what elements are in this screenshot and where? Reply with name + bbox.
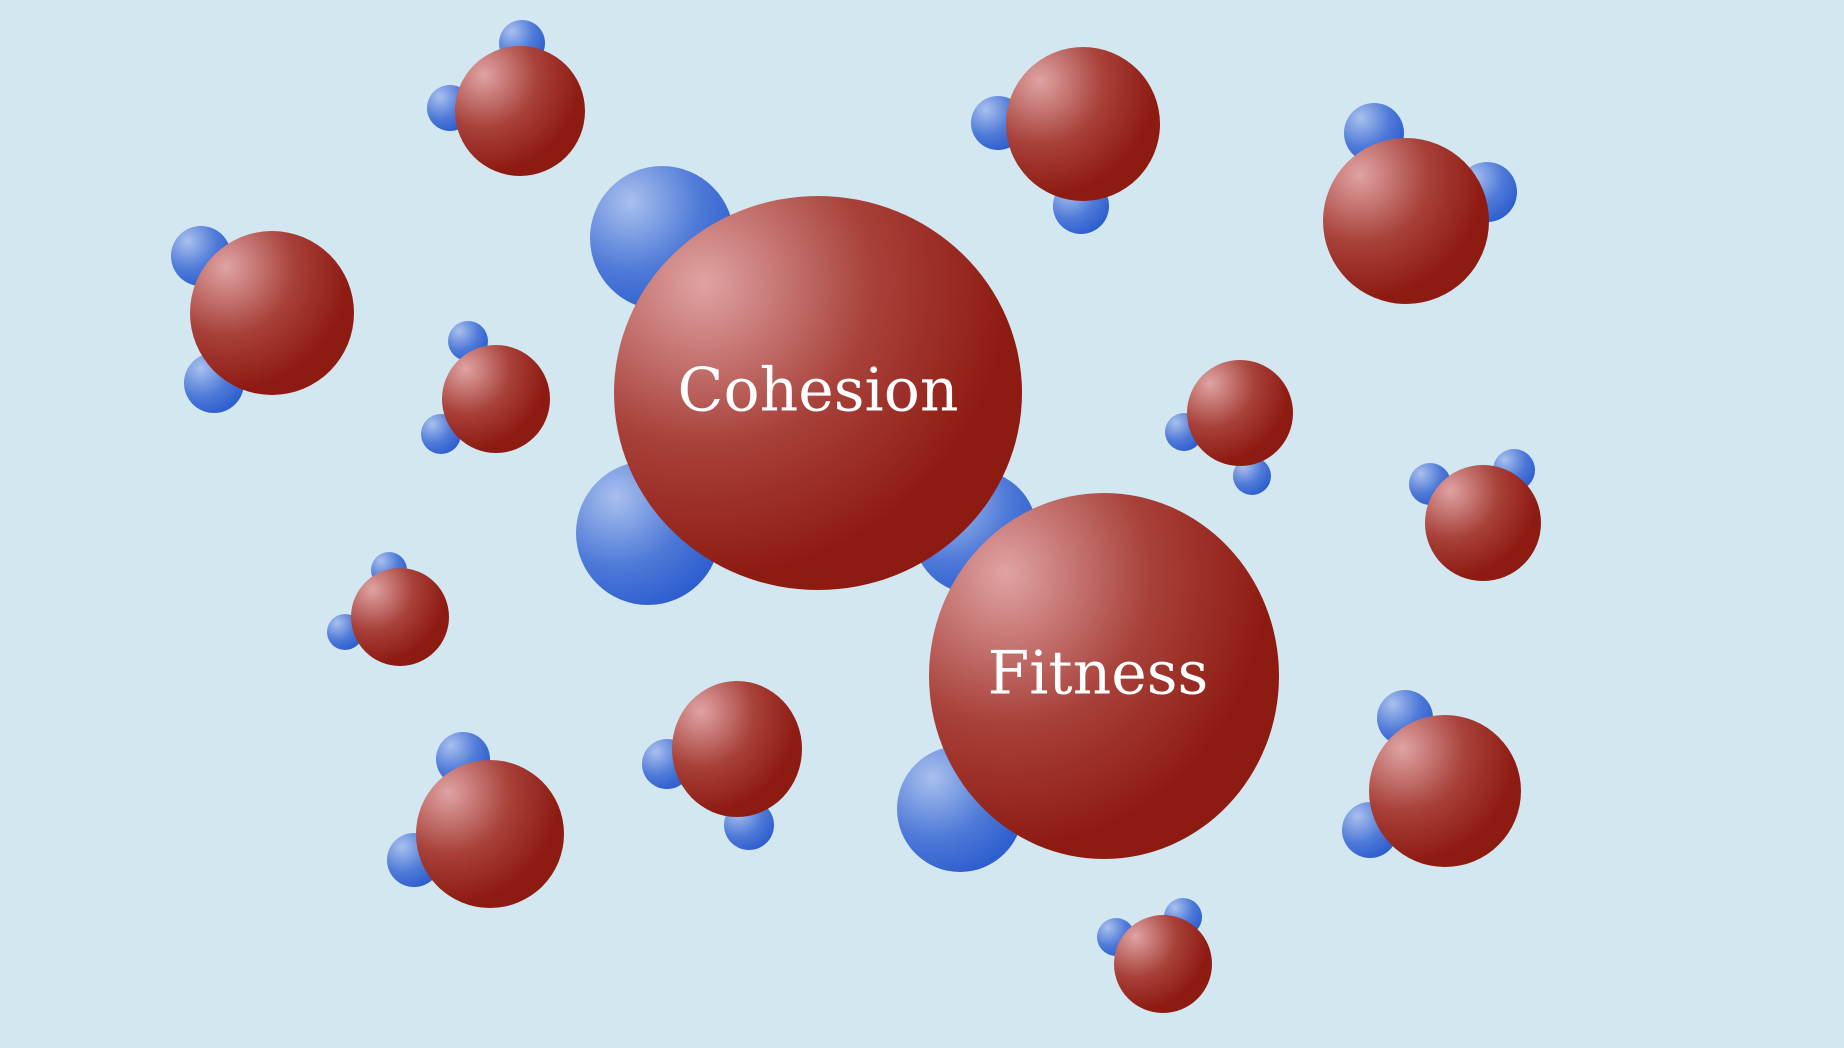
fitness-molecule: Fitness [897, 493, 1279, 872]
oxygen-atom [442, 345, 550, 453]
oxygen-atom [929, 493, 1279, 859]
water-molecule [642, 681, 802, 850]
oxygen-atom [351, 568, 449, 666]
water-molecule [1342, 690, 1521, 867]
oxygen-atom [190, 231, 354, 395]
water-molecule [421, 321, 550, 454]
cohesion-label: Cohesion [678, 356, 959, 426]
oxygen-atom [455, 46, 585, 176]
oxygen-atom [1006, 47, 1160, 201]
fitness-label: Fitness [988, 639, 1209, 709]
oxygen-atom [1369, 715, 1521, 867]
water-molecule [327, 552, 449, 666]
oxygen-atom [416, 760, 564, 908]
water-molecule [1323, 103, 1517, 304]
oxygen-atom [1114, 915, 1212, 1013]
oxygen-atom [614, 196, 1022, 590]
water-molecule [427, 20, 585, 176]
oxygen-atom [672, 681, 802, 817]
cohesion-molecule: Cohesion [576, 166, 1037, 605]
water-molecule [1409, 449, 1541, 581]
water-molecule [171, 226, 354, 413]
oxygen-atom [1187, 360, 1293, 466]
water-molecule [971, 47, 1160, 234]
water-molecule [387, 732, 564, 908]
oxygen-atom [1425, 465, 1541, 581]
hydrogen-atom [1233, 457, 1271, 495]
oxygen-atom [1323, 138, 1489, 304]
water-molecule [1097, 898, 1212, 1013]
water-molecule [1165, 360, 1293, 495]
